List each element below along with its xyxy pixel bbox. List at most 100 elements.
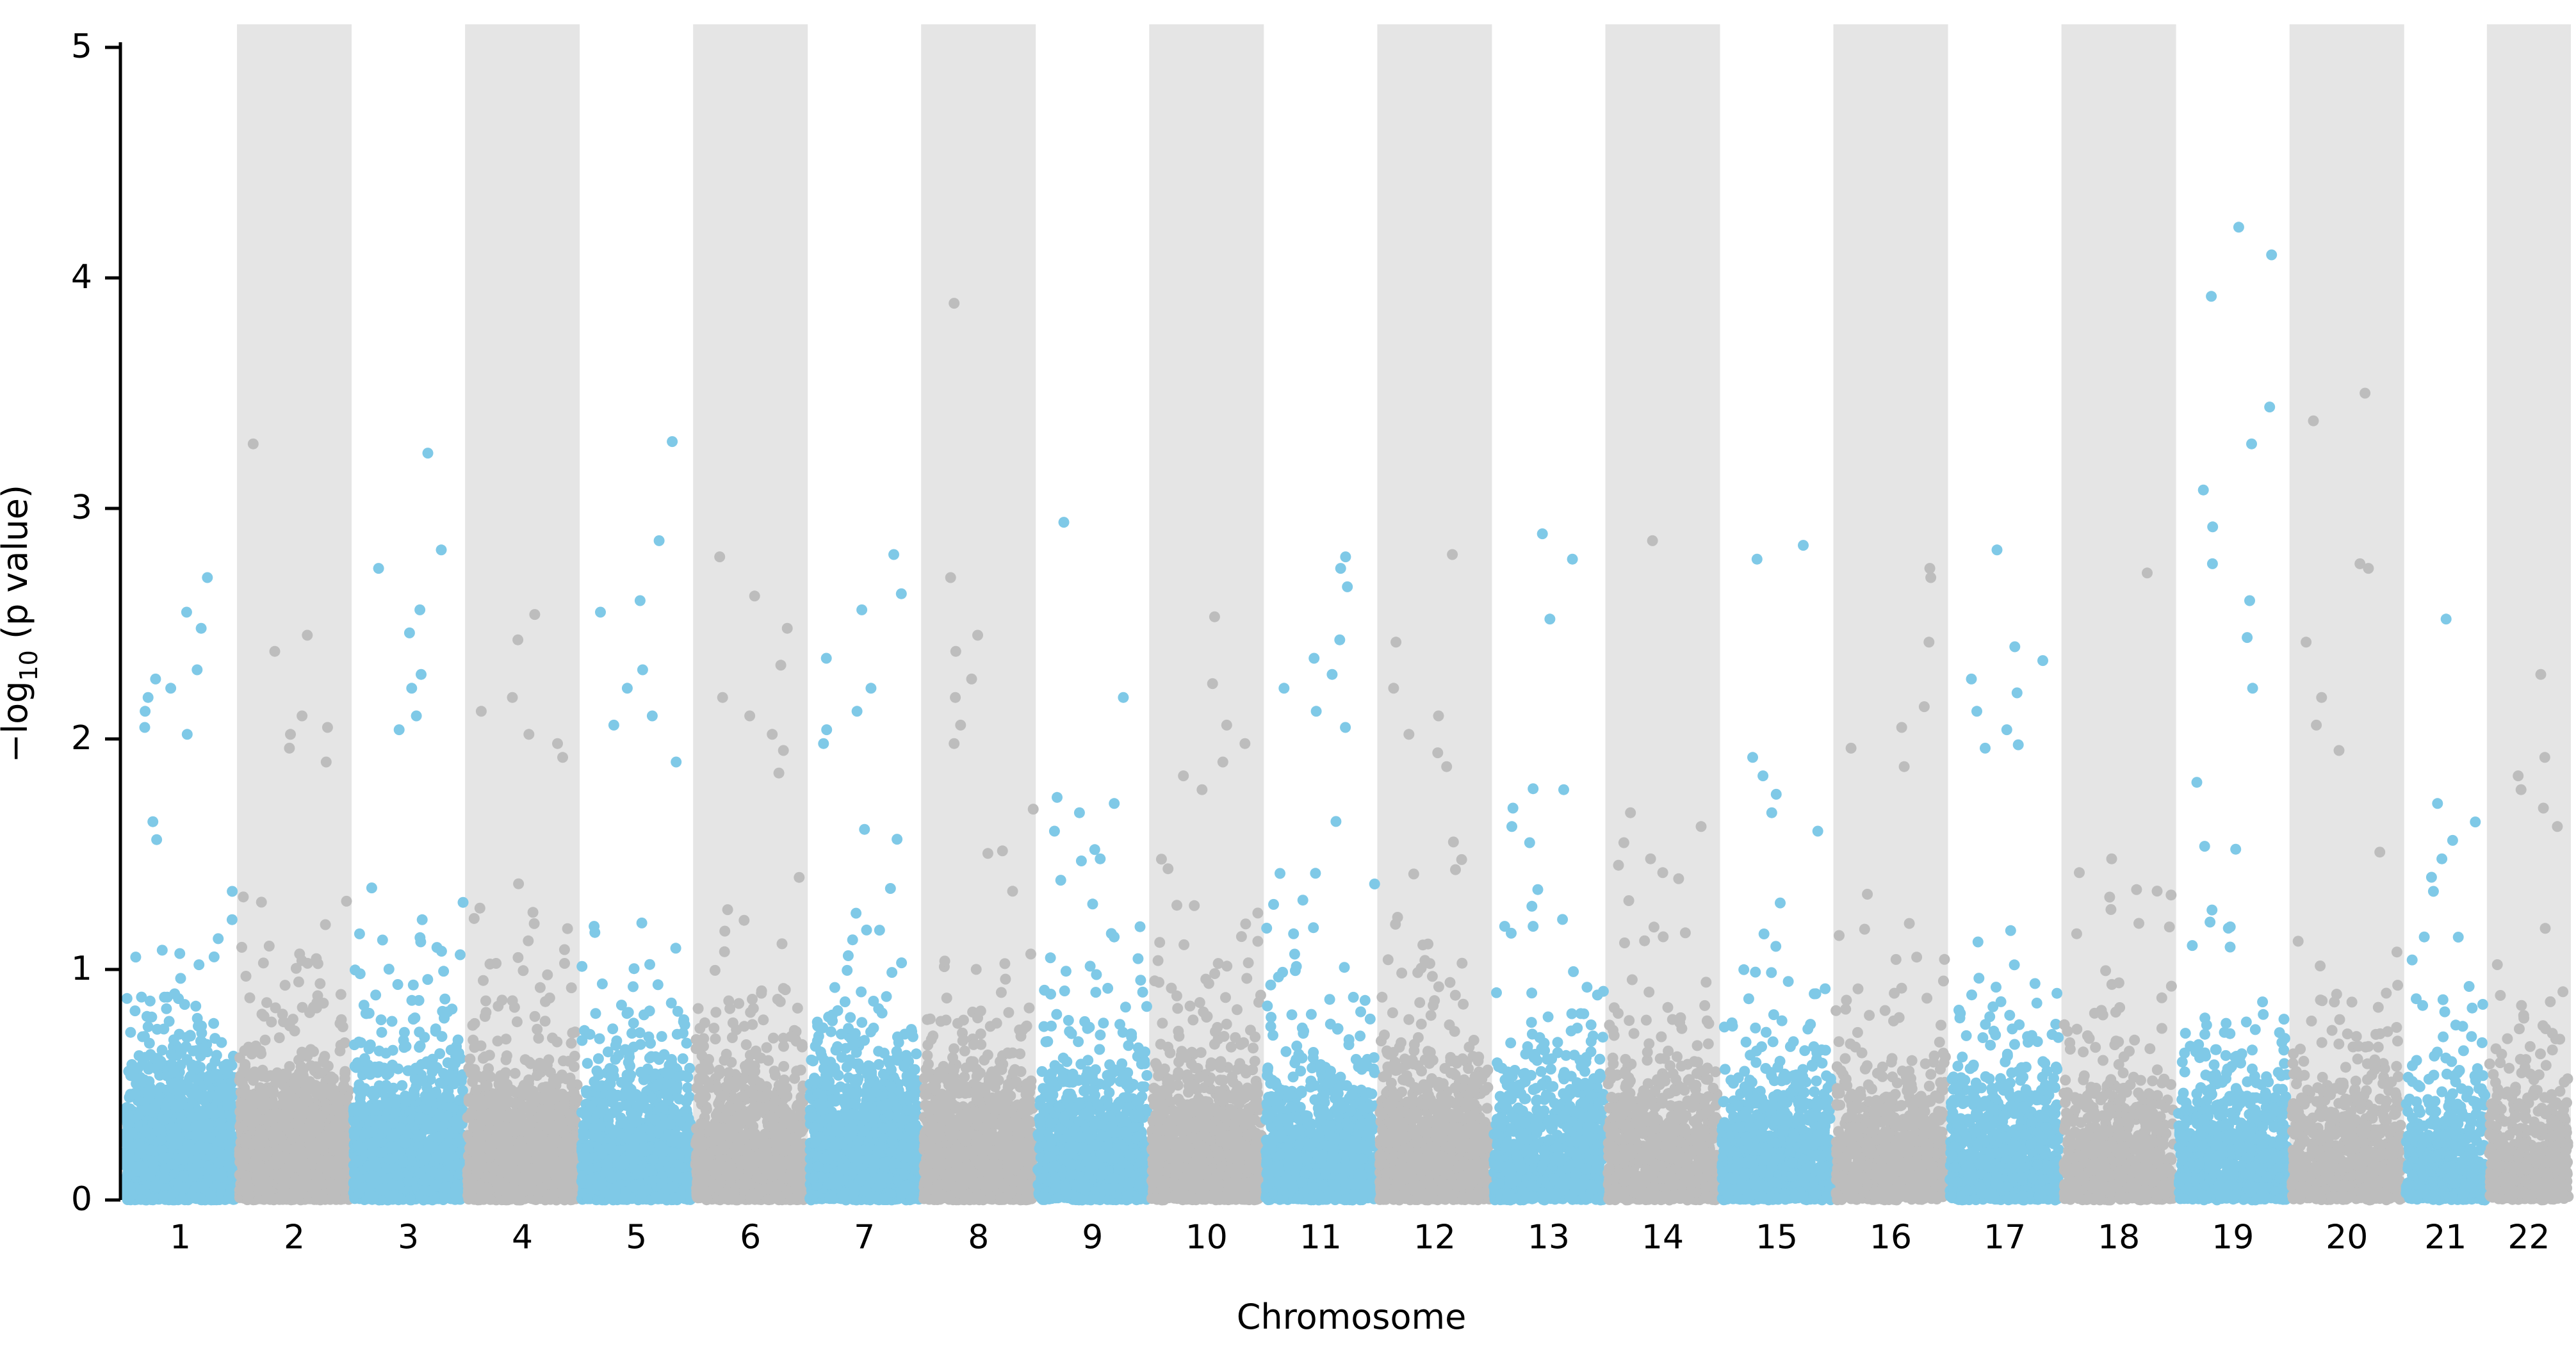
peak-point — [512, 634, 524, 645]
peak-point — [2432, 798, 2443, 809]
peak-point — [955, 719, 966, 731]
peak-point — [945, 572, 956, 583]
peak-point — [1898, 761, 1910, 772]
peak-point — [139, 722, 151, 733]
peak-point — [1980, 742, 1991, 754]
peak-point — [2535, 669, 2547, 680]
peak-point — [2333, 745, 2345, 756]
peak-point — [1924, 563, 1936, 574]
peak-point — [1403, 729, 1415, 740]
x-tick-label-chr-14: 14 — [1642, 1219, 1684, 1257]
chromosome-points-13 — [1488, 528, 1609, 1206]
peak-point — [749, 590, 760, 602]
peak-point — [150, 673, 161, 685]
peak-point — [2207, 521, 2219, 533]
peak-point — [1342, 581, 1353, 592]
peak-point — [2247, 683, 2258, 694]
peak-point — [320, 756, 332, 768]
x-tick-label-chr-2: 2 — [284, 1219, 305, 1257]
peak-point — [406, 683, 418, 694]
peak-point — [717, 692, 728, 703]
peak-point — [1645, 853, 1656, 864]
peak-point — [1073, 807, 1085, 818]
peak-point — [2242, 632, 2253, 644]
peak-point — [2538, 802, 2549, 814]
peak-point — [1217, 756, 1228, 768]
x-axis-title: Chromosome — [1237, 1297, 1467, 1337]
y-tick-label: 0 — [71, 1180, 92, 1219]
peak-point — [671, 756, 682, 768]
peak-point — [1089, 844, 1100, 855]
peak-point — [2539, 752, 2550, 763]
peak-point — [1340, 551, 1351, 563]
peak-point — [1058, 517, 1070, 528]
peak-point — [1278, 683, 1290, 694]
peak-point — [1896, 722, 1907, 733]
peak-point — [966, 673, 977, 685]
peak-point — [1388, 683, 1399, 694]
peak-point — [1221, 719, 1232, 731]
chromosome-points-20 — [2287, 387, 2408, 1206]
peak-point — [2266, 249, 2278, 261]
peak-point — [865, 683, 877, 694]
peak-point — [2206, 558, 2218, 569]
peak-point — [1567, 553, 1578, 565]
y-tick-label: 5 — [71, 28, 92, 66]
peak-point — [2246, 438, 2257, 450]
peak-point — [818, 738, 829, 749]
peak-point — [949, 298, 960, 309]
peak-point — [523, 729, 535, 740]
peak-point — [393, 724, 405, 736]
peak-point — [181, 729, 193, 740]
peak-point — [895, 588, 907, 599]
peak-point — [416, 669, 427, 680]
x-tick-label-chr-3: 3 — [398, 1219, 419, 1257]
peak-point — [404, 627, 415, 638]
chromosome-band-8 — [921, 24, 1036, 1200]
x-tick-label-chr-7: 7 — [854, 1219, 875, 1257]
peak-point — [1537, 528, 1548, 540]
peak-point — [767, 729, 778, 740]
peak-point — [507, 692, 518, 703]
chromosome-points-7 — [804, 549, 925, 1206]
peak-point — [1971, 706, 1982, 717]
chromosome-points-1 — [120, 572, 241, 1206]
chromosome-points-4 — [462, 609, 583, 1206]
peak-point — [1925, 572, 1937, 583]
chromosome-points-11 — [1260, 551, 1381, 1206]
peak-point — [2133, 918, 2144, 929]
chromosome-points-19 — [2172, 222, 2293, 1206]
peak-point — [1507, 802, 1519, 814]
x-tick-label-chr-13: 13 — [1528, 1219, 1570, 1257]
peak-point — [2037, 655, 2048, 667]
peak-point — [1747, 752, 1758, 763]
peak-point — [2105, 904, 2117, 915]
peak-point — [414, 604, 426, 615]
peak-point — [269, 645, 281, 657]
x-tick-label-chr-17: 17 — [1984, 1219, 2026, 1257]
peak-point — [1433, 710, 1444, 722]
y-axis-title-rest: (p value) — [0, 485, 35, 650]
peak-point — [781, 622, 793, 634]
peak-point — [1048, 825, 1060, 837]
peak-point — [2301, 636, 2312, 648]
chromosome-points-18 — [2058, 567, 2179, 1206]
peak-point — [322, 722, 333, 733]
peak-point — [1751, 553, 1763, 565]
peak-point — [1524, 837, 1535, 848]
peak-point — [552, 738, 563, 749]
peak-point — [2316, 692, 2327, 703]
peak-point — [1326, 669, 1338, 680]
peak-point — [1647, 535, 1658, 546]
peak-point — [2197, 484, 2209, 496]
peak-point — [2436, 853, 2448, 864]
x-tick-label-chr-15: 15 — [1756, 1219, 1798, 1257]
peak-point — [2552, 821, 2563, 832]
peak-point — [1991, 544, 2003, 556]
peak-point — [856, 604, 868, 615]
peak-point — [851, 706, 863, 717]
peak-point — [1447, 549, 1458, 560]
peak-point — [2447, 834, 2458, 846]
peak-point — [2308, 415, 2319, 426]
peak-point — [373, 563, 384, 574]
